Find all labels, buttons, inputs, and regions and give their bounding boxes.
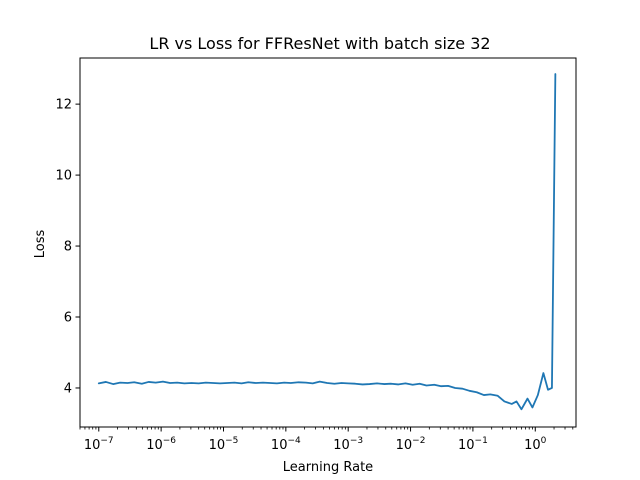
y-tick-label: 8 [64, 240, 72, 255]
x-tick-label: 10−6 [146, 436, 176, 453]
x-tick-label: 10−5 [209, 436, 239, 453]
y-tick-label: 12 [55, 98, 72, 113]
x-axis-label: Learning Rate [283, 460, 373, 475]
plot-frame [79, 57, 577, 428]
x-tick-exponent: −6 [163, 436, 177, 446]
y-axis-label: Loss [33, 230, 48, 259]
x-tick-base: 10 [271, 438, 288, 453]
x-tick-exponent: 0 [541, 436, 547, 446]
x-tick-base: 10 [333, 438, 350, 453]
plot-area [97, 73, 557, 411]
x-tick-exponent: −1 [475, 436, 488, 446]
x-tick-exponent: −3 [350, 436, 363, 446]
x-tick-base: 10 [146, 438, 163, 453]
x-tick-label: 10−3 [333, 436, 363, 453]
y-axis: 4 6 8 10 12 [55, 98, 80, 396]
y-tick-label: 6 [64, 311, 72, 326]
x-tick-label: 10−2 [396, 436, 426, 453]
x-tick-exponent: −7 [100, 436, 113, 446]
x-tick-label: 10−7 [84, 436, 114, 453]
x-tick-label: 10−4 [271, 436, 301, 453]
x-tick-base: 10 [209, 438, 226, 453]
y-tick-label: 4 [64, 381, 72, 396]
x-tick-label: 10−1 [458, 436, 488, 453]
x-tick-base: 10 [524, 438, 541, 453]
chart-title: LR vs Loss for FFResNet with batch size … [149, 34, 490, 53]
y-tick-label: 10 [55, 169, 72, 184]
x-tick-base: 10 [84, 438, 101, 453]
x-axis: 10−7 10−6 10−5 10−4 10−3 10−2 10−1 100 [79, 427, 574, 453]
x-tick-exponent: −2 [412, 436, 425, 446]
x-tick-base: 10 [396, 438, 413, 453]
x-tick-exponent: −4 [287, 436, 301, 446]
series-line-0 [97, 73, 557, 411]
x-tick-exponent: −5 [225, 436, 238, 446]
x-tick-label: 100 [524, 436, 547, 453]
x-tick-base: 10 [458, 438, 475, 453]
